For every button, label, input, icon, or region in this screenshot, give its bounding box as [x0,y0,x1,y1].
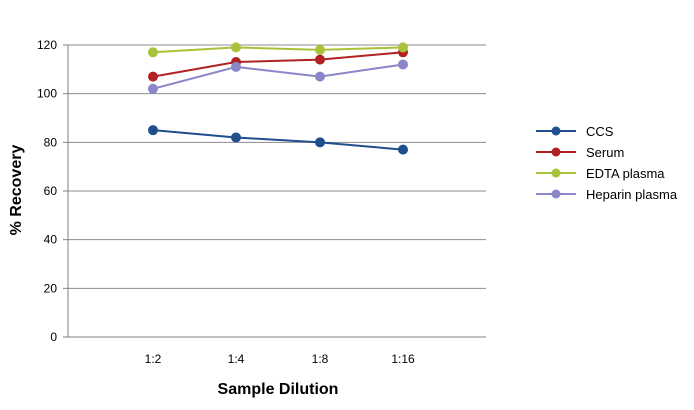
data-point [398,42,408,53]
series-edta-plasma [148,42,408,58]
series-line [152,46,404,54]
data-point [231,132,241,143]
y-tick-label: 100 [37,87,57,101]
y-tick-label: 120 [37,38,57,52]
series [148,42,408,155]
legend: CCS Serum EDTA plasma Heparin plasma [536,124,678,202]
series-line [152,51,404,78]
x-tick-label: 1:4 [228,352,245,366]
data-point [315,71,325,82]
y-tick-label: 0 [50,330,57,344]
x-tick-label: 1:2 [145,352,162,366]
y-tick-label: 40 [44,233,58,247]
tick-labels: 0 20 40 60 80 100 120 1:2 1:4 1:8 1:16 [37,38,415,366]
axes [63,44,486,338]
data-point [148,125,158,136]
x-axis-title: Sample Dilution [218,381,339,398]
legend-item: Serum [536,145,624,160]
series-line [152,129,404,151]
legend-label: Heparin plasma [586,187,678,202]
gridlines [68,44,486,289]
legend-label: CCS [586,124,614,139]
data-point [148,71,158,82]
legend-swatch-marker [551,126,561,136]
legend-swatch-marker [551,189,561,199]
series-serum [148,47,408,82]
data-point [398,59,408,70]
x-tick-label: 1:16 [391,352,415,366]
legend-item: CCS [536,124,614,139]
series-ccs [148,125,408,155]
data-point [231,61,241,72]
legend-swatch-marker [551,147,561,157]
data-point [315,54,325,65]
data-point [315,137,325,148]
y-tick-label: 60 [44,184,58,198]
y-tick-label: 80 [44,135,58,149]
legend-label: EDTA plasma [586,166,665,181]
data-point [148,83,158,94]
series-line [152,63,404,90]
legend-item: EDTA plasma [536,166,665,181]
data-point [398,144,408,155]
legend-swatch-marker [551,168,561,178]
legend-label: Serum [586,145,624,160]
legend-item: Heparin plasma [536,187,678,202]
data-point [315,44,325,55]
y-tick-label: 20 [44,281,58,295]
x-tick-label: 1:8 [312,352,329,366]
data-point [148,47,158,58]
y-axis-title: % Recovery [8,145,25,236]
series-heparin-plasma [148,59,408,94]
data-point [231,42,241,53]
